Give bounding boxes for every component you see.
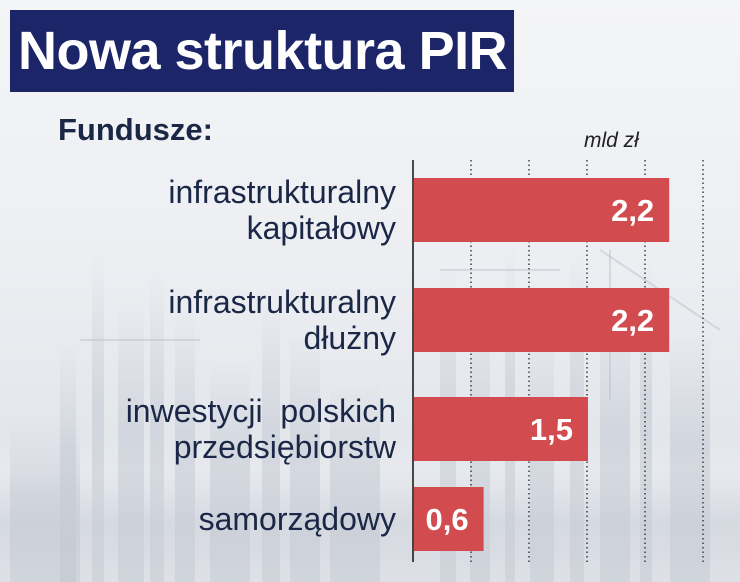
chart-subtitle: Fundusze: — [58, 112, 213, 147]
bar — [414, 288, 670, 352]
category-labels-group: infrastrukturalnykapitałowyinfrastruktur… — [126, 174, 397, 537]
bar-value-label: 1,5 — [530, 412, 573, 447]
chart-title: Nowa struktura PIR — [18, 21, 508, 81]
title-banner: Nowa struktura PIR — [10, 10, 514, 92]
bar — [414, 178, 670, 242]
category-label: dłużny — [304, 320, 397, 356]
bar — [414, 397, 588, 461]
bar-value-label: 0,6 — [425, 502, 468, 537]
bars-group: 2,2 2,2 1,5 0,6 — [414, 178, 670, 551]
category-label: infrastrukturalny — [168, 284, 396, 320]
category-label: kapitałowy — [247, 210, 396, 246]
bar-value-label: 2,2 — [611, 303, 654, 338]
category-label: przedsiębiorstw — [174, 429, 397, 465]
category-label: samorządowy — [199, 501, 396, 537]
bar — [414, 487, 484, 551]
category-label: infrastrukturalny — [168, 174, 396, 210]
unit-label: mld zł — [584, 129, 639, 152]
bar-value-label: 2,2 — [611, 193, 654, 228]
category-label: inwestycji polskich — [126, 393, 396, 429]
